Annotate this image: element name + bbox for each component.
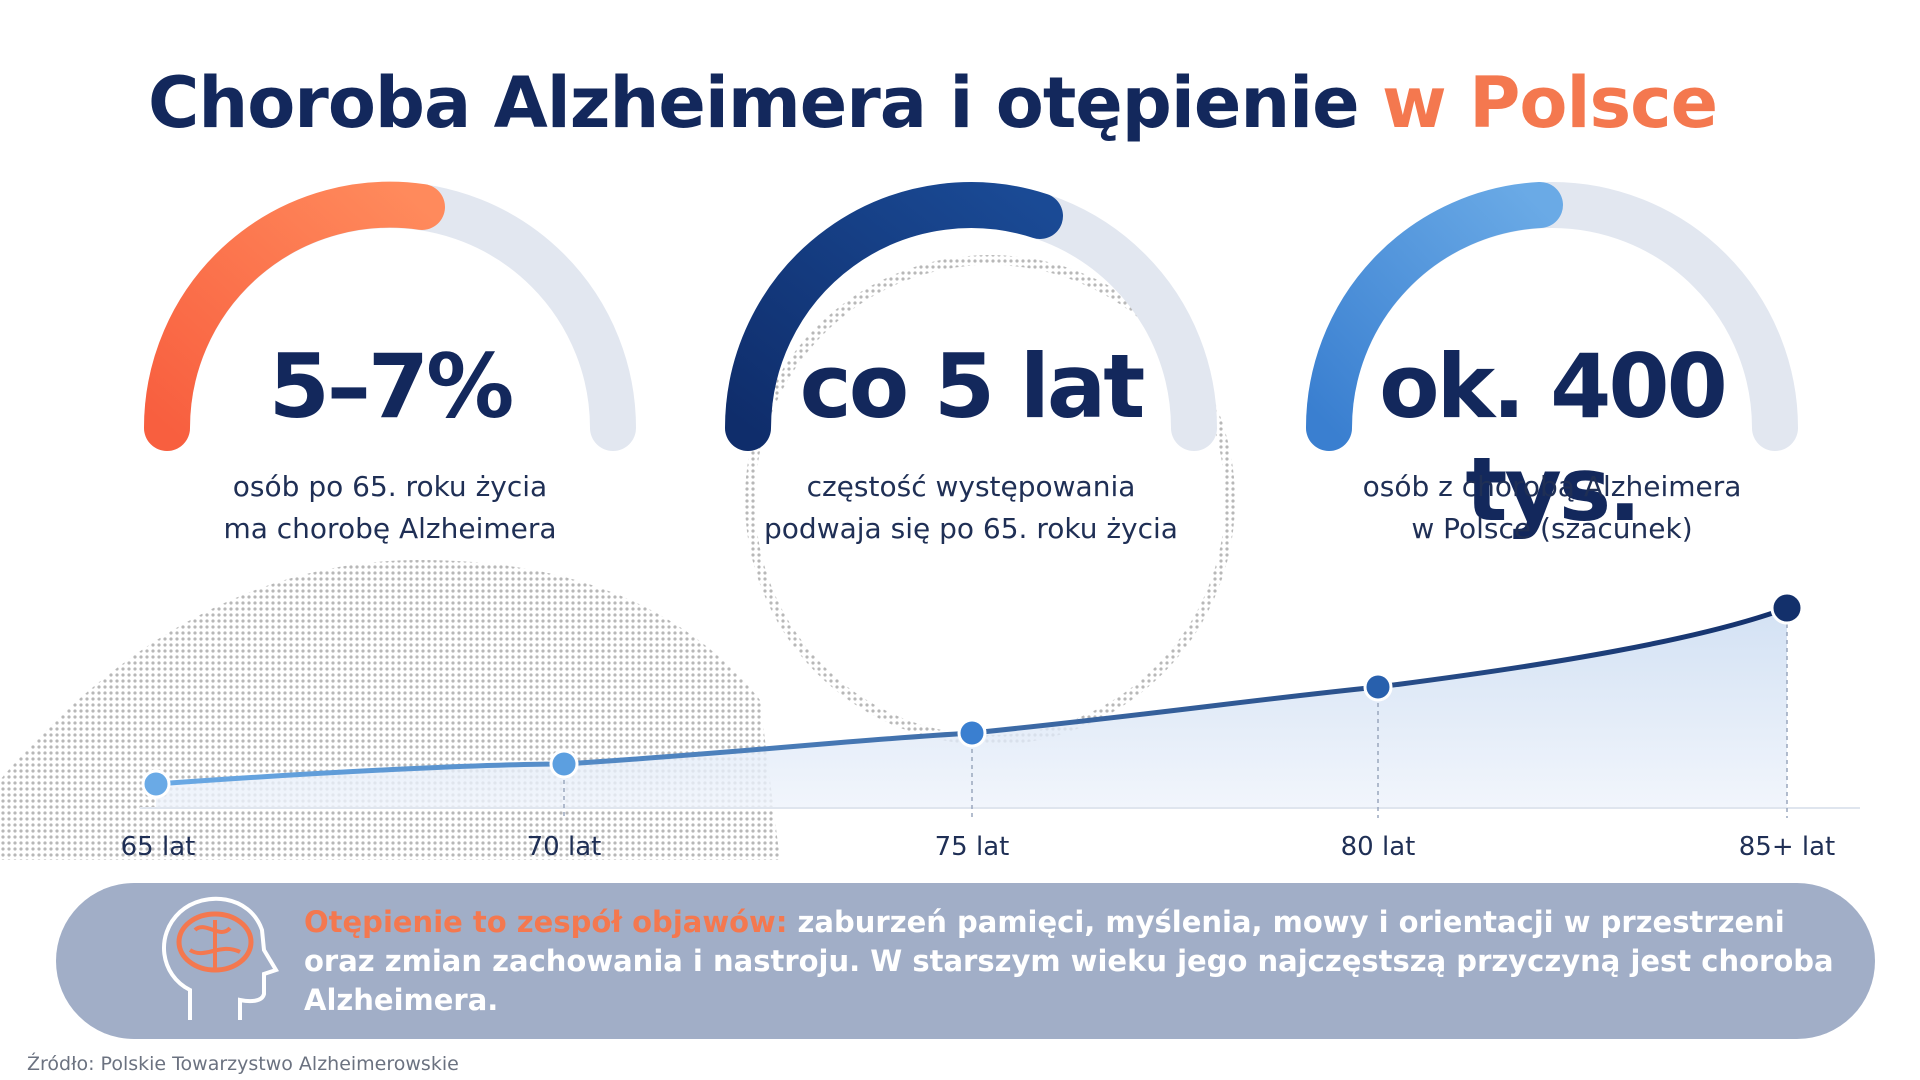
gauge-fill (725, 182, 1063, 451)
title: Choroba Alzheimera i otępienie w Polsce (148, 62, 1718, 144)
line: podwaja się po 65. roku życia (764, 512, 1178, 545)
trend-area (156, 608, 1787, 808)
stat-description: częstość występowania podwaja się po 65. … (711, 466, 1231, 550)
source: Źródło: Polskie Towarzystwo Alzheimerows… (27, 1053, 459, 1075)
line: ma chorobę Alzheimera (223, 512, 557, 545)
line: częstość występowania (806, 470, 1136, 503)
gauge-fill (143, 181, 445, 451)
line: osób po 65. roku życia (232, 470, 548, 503)
trend-points (141, 591, 1804, 799)
gauges (143, 181, 1798, 451)
stat-description: osób z chorobą Alzheimera w Polsce (szacu… (1292, 466, 1812, 550)
age-label: 65 lat (120, 832, 196, 862)
line: osób z chorobą Alzheimera (1362, 470, 1742, 503)
age-label: 80 lat (1340, 832, 1416, 862)
title-main: Choroba Alzheimera i otępienie (148, 62, 1360, 144)
halftone-hand (0, 560, 780, 860)
trend-point (1770, 591, 1804, 625)
trend-point (141, 769, 171, 799)
title-highlight: w Polsce (1382, 62, 1718, 144)
note-text: Otępienie to zespół objawów: zaburzeń pa… (304, 903, 1844, 1020)
brain-icon (162, 896, 279, 1020)
trend-point (1363, 672, 1393, 702)
trend-point (957, 718, 987, 748)
gauge-fill (1305, 182, 1563, 451)
trend-point (549, 749, 579, 779)
stat-value: ok. 400 tys. (1379, 335, 1728, 541)
brain-folds (188, 920, 241, 970)
note-lead: Otępienie to zespół objawów: (304, 905, 788, 939)
stat-description: osób po 65. roku życia ma chorobę Alzheim… (130, 466, 650, 550)
note-box (56, 883, 1875, 1039)
head-outline (162, 896, 279, 1020)
age-label: 75 lat (934, 832, 1010, 862)
stat-value: 5–7% (268, 335, 515, 438)
line: w Polsce (szacunek) (1411, 512, 1693, 545)
age-label: 85+ lat (1738, 832, 1836, 862)
stat-value: co 5 lat (799, 335, 1146, 438)
age-label: 70 lat (526, 832, 602, 862)
note-body: zaburzeń pamięci, myślenia, mowy i orien… (304, 905, 1834, 1017)
